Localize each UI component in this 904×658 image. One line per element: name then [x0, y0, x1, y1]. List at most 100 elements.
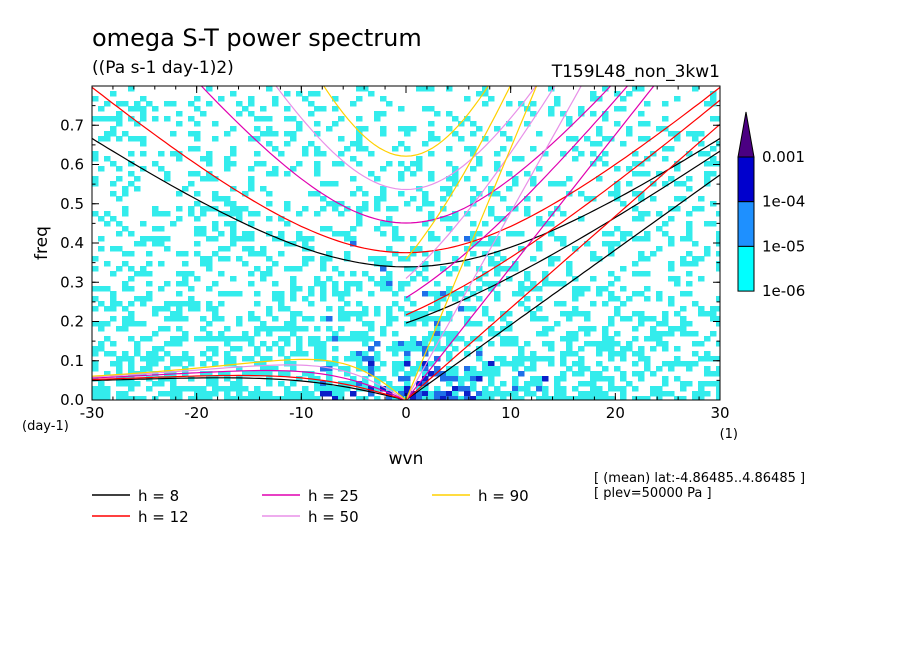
power-cell [410, 321, 417, 327]
power-cell [476, 241, 483, 247]
power-cell [146, 101, 153, 107]
power-cell [200, 396, 207, 400]
power-cell [194, 276, 201, 282]
power-cell [698, 141, 705, 147]
power-cell [404, 321, 411, 327]
power-cell [686, 331, 693, 337]
power-cell [452, 166, 459, 172]
power-cell [224, 131, 231, 137]
power-cell [506, 101, 513, 107]
power-cell [668, 301, 675, 307]
power-cell [212, 391, 219, 397]
power-cell [188, 286, 195, 292]
power-cell [440, 216, 447, 222]
power-cell [332, 291, 339, 297]
power-cell [380, 361, 387, 367]
power-cell [110, 361, 117, 367]
power-cell [494, 191, 501, 197]
power-cell [176, 341, 183, 347]
power-cell [332, 121, 339, 127]
power-cell [362, 396, 369, 400]
power-cell [206, 171, 213, 177]
power-cell [560, 301, 567, 307]
power-cell [212, 306, 219, 312]
power-cell [704, 251, 711, 257]
power-cell [656, 246, 663, 252]
power-cell [182, 386, 189, 392]
power-cell [644, 296, 651, 302]
power-cell [620, 351, 627, 357]
power-cell [326, 386, 333, 392]
power-cell [254, 391, 261, 397]
power-cell [362, 271, 369, 277]
power-cell [674, 166, 681, 172]
power-cell [422, 361, 429, 367]
power-cell [488, 96, 495, 102]
power-cell [500, 256, 507, 262]
power-cell [578, 346, 585, 352]
power-cell [212, 196, 219, 202]
power-cell [464, 211, 471, 217]
power-cell [356, 351, 363, 357]
power-cell [122, 396, 129, 400]
power-cell [248, 391, 255, 397]
power-cell [710, 371, 717, 377]
power-cell [344, 336, 351, 342]
power-cell [116, 361, 123, 367]
power-cell [176, 306, 183, 312]
power-cell [380, 131, 387, 137]
power-cell [416, 86, 423, 92]
power-cell [428, 316, 435, 322]
power-cell [380, 96, 387, 102]
power-cell [116, 231, 123, 237]
power-cell [560, 376, 567, 382]
power-cell [596, 286, 603, 292]
power-cell [392, 291, 399, 297]
power-cell [170, 391, 177, 397]
curve-kelvin-h25 [405, 86, 655, 400]
power-cell [242, 231, 249, 237]
power-cell [632, 206, 639, 212]
power-cell [164, 366, 171, 372]
power-cell [200, 391, 207, 397]
power-cell [482, 251, 489, 257]
power-cell [254, 326, 261, 332]
power-cell [344, 206, 351, 212]
power-cell [230, 221, 237, 227]
power-cell [92, 266, 99, 272]
power-cell [314, 151, 321, 157]
power-cell [140, 296, 147, 302]
power-cell [524, 206, 531, 212]
power-cell [470, 151, 477, 157]
power-cell [308, 341, 315, 347]
power-cell [476, 336, 483, 342]
power-cell [98, 116, 105, 122]
power-cell [602, 161, 609, 167]
power-cell [458, 121, 465, 127]
power-cell [404, 356, 411, 362]
power-cell [656, 171, 663, 177]
power-cell [308, 396, 315, 400]
power-cell [104, 336, 111, 342]
power-cell [662, 231, 669, 237]
power-cell [614, 341, 621, 347]
power-cell [92, 321, 99, 327]
power-cell [308, 391, 315, 397]
power-cell [518, 301, 525, 307]
power-cell [452, 211, 459, 217]
power-cell [116, 246, 123, 252]
power-cell [590, 301, 597, 307]
power-cell [698, 341, 705, 347]
power-cell [284, 201, 291, 207]
power-cell [320, 316, 327, 322]
power-cell [362, 331, 369, 337]
power-cell [572, 336, 579, 342]
power-cell [464, 146, 471, 152]
power-cell [296, 341, 303, 347]
power-cell [542, 391, 549, 397]
power-cell [422, 391, 429, 397]
power-cell [182, 281, 189, 287]
power-cell [524, 381, 531, 387]
power-cell [704, 336, 711, 342]
y-tick-label: 0.7 [60, 116, 84, 134]
